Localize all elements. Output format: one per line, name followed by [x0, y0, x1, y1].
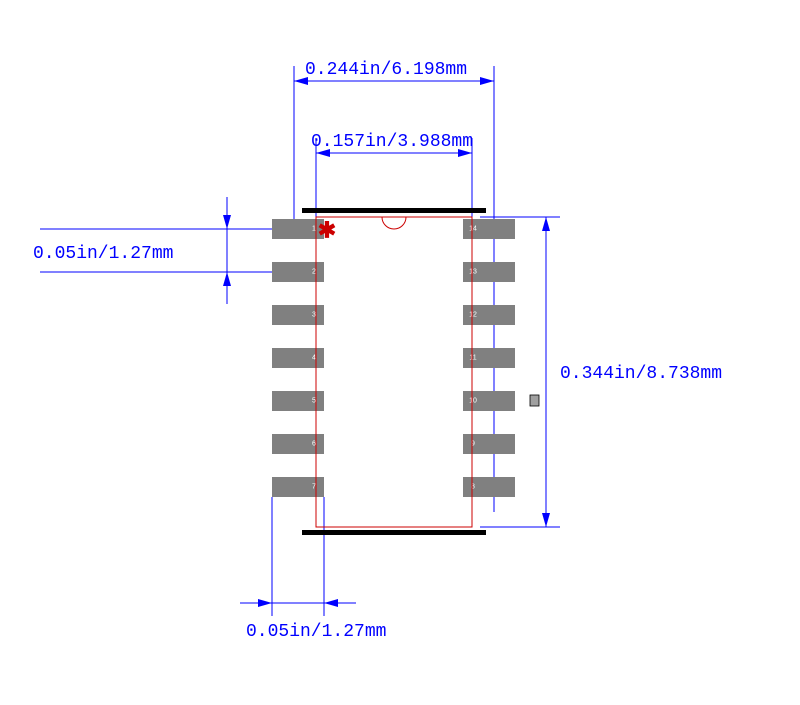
- pad-label-1: 1: [312, 226, 316, 233]
- dim-top-outer-label: 0.244in/6.198mm: [305, 60, 467, 80]
- pad-label-12: 12: [469, 312, 477, 319]
- pad-label-2: 2: [312, 269, 316, 276]
- dim-top-inner-label: 0.157in/3.988mm: [311, 132, 473, 152]
- pad-label-13: 13: [469, 269, 477, 276]
- pad-label-10: 10: [469, 398, 477, 405]
- footprint-diagram: 0.244in/6.198mm 0.157in/3.988mm 0.05in/1…: [0, 0, 800, 705]
- pad-label-11: 11: [469, 355, 476, 362]
- dim-bottom-width: 0.05in/1.27mm: [240, 497, 386, 642]
- pin1-star-icon: ✱: [318, 218, 336, 243]
- pad-label-6: 6: [312, 441, 316, 448]
- pad-label-5: 5: [312, 398, 316, 405]
- dim-left-pitch: 0.05in/1.27mm: [33, 197, 284, 304]
- dim-bottom-width-label: 0.05in/1.27mm: [246, 622, 386, 642]
- pad-label-4: 4: [312, 355, 316, 362]
- dim-right-height-label: 0.344in/8.738mm: [560, 364, 722, 384]
- pad-label-7: 7: [312, 484, 316, 491]
- dim-left-pitch-label: 0.05in/1.27mm: [33, 244, 173, 264]
- side-marker: [530, 395, 539, 406]
- dim-top-inner: 0.157in/3.988mm: [311, 132, 473, 220]
- dim-right-height: 0.344in/8.738mm: [480, 217, 722, 527]
- pads: 1142133124115106978: [272, 219, 515, 497]
- bottom-bar: [302, 530, 486, 535]
- pad-label-3: 3: [312, 312, 316, 319]
- top-bar: [302, 208, 486, 213]
- pad-label-14: 14: [469, 226, 477, 233]
- package-outline: [316, 217, 472, 527]
